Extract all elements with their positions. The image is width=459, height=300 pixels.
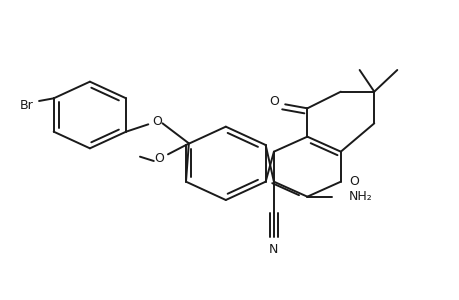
Text: N: N bbox=[269, 244, 278, 256]
Text: O: O bbox=[269, 95, 278, 108]
Text: O: O bbox=[348, 175, 358, 188]
Text: Br: Br bbox=[20, 98, 34, 112]
Text: O: O bbox=[152, 115, 162, 128]
Text: NH₂: NH₂ bbox=[348, 190, 372, 203]
Text: O: O bbox=[153, 152, 163, 165]
